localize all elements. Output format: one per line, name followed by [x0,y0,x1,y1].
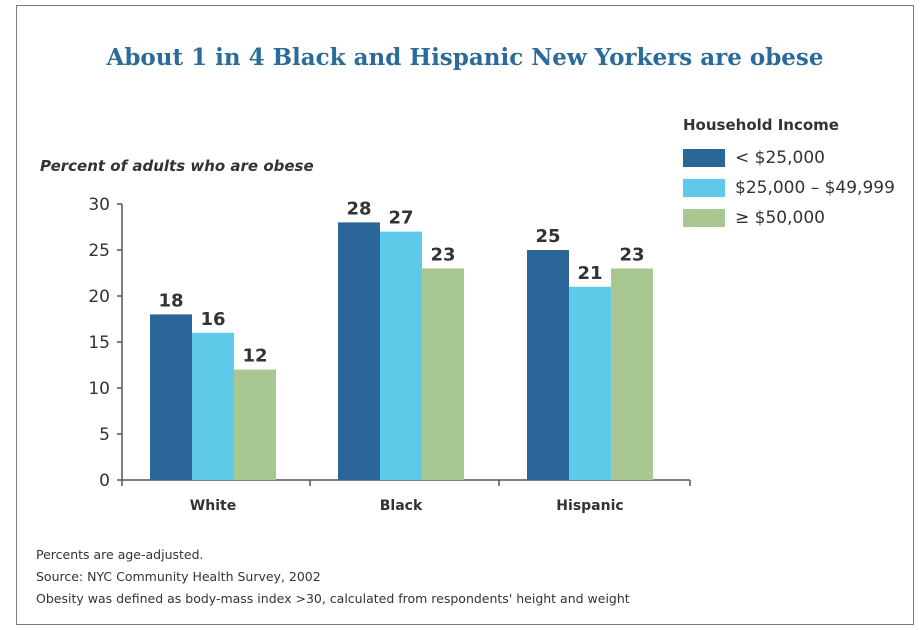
data-label: 27 [388,208,413,229]
legend-label-high: ≥ $50,000 [735,208,825,228]
note-age-adjusted: Percents are age-adjusted. [36,547,204,562]
y-tick-label: 15 [88,333,110,353]
data-label: 16 [200,309,225,330]
legend: Household Income < $25,000 $25,000 – $49… [683,116,895,233]
bar-hispanic-0 [527,250,569,480]
data-label: 25 [535,226,560,247]
bar-hispanic-1 [569,286,611,480]
bar-black-1 [380,231,422,480]
data-label: 28 [346,198,371,219]
legend-item-high: ≥ $50,000 [683,203,895,233]
bar-hispanic-2 [611,268,653,480]
legend-label-mid: $25,000 – $49,999 [735,178,895,198]
y-tick-label: 25 [88,241,110,261]
y-tick-label: 30 [88,195,110,215]
x-category-label: Hispanic [556,498,623,514]
bar-black-2 [422,268,464,480]
x-category-label: White [190,498,236,514]
legend-swatch-high [683,209,725,227]
note-definition: Obesity was defined as body-mass index >… [36,591,630,606]
data-label: 23 [430,244,455,265]
y-axis-label: Percent of adults who are obese [40,157,314,175]
data-label: 18 [158,290,183,311]
x-category-label: Black [380,498,423,514]
legend-item-low: < $25,000 [683,143,895,173]
y-tick-label: 0 [99,471,110,491]
legend-item-mid: $25,000 – $49,999 [683,173,895,203]
note-source: Source: NYC Community Health Survey, 200… [36,569,321,584]
data-label: 23 [619,244,644,265]
bar-black-0 [338,222,380,480]
legend-swatch-low [683,149,725,167]
bar-white-0 [150,314,192,480]
legend-swatch-mid [683,179,725,197]
legend-title: Household Income [683,116,839,134]
data-label: 21 [577,263,602,284]
data-label: 12 [242,346,267,367]
chart-title: About 1 in 4 Black and Hispanic New York… [106,44,824,71]
footnotes: Percents are age-adjusted. Source: NYC C… [36,544,630,610]
bar-white-2 [234,369,276,480]
legend-label-low: < $25,000 [735,148,825,168]
y-tick-label: 10 [88,379,110,399]
bar-white-1 [192,332,234,480]
y-tick-label: 20 [88,287,110,307]
y-tick-label: 5 [99,425,110,445]
